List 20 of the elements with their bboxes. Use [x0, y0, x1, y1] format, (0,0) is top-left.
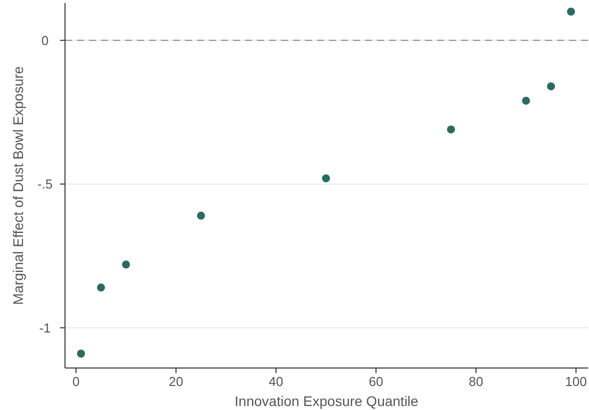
x-tick-label: 0 [72, 374, 80, 389]
point [197, 212, 205, 220]
x-tick-label: 40 [268, 374, 284, 389]
point [447, 125, 455, 134]
point [567, 8, 575, 16]
y-tick-label: 0 [41, 32, 49, 48]
point [97, 284, 105, 292]
point [547, 82, 555, 90]
x-tick-label: 20 [168, 374, 184, 389]
y-axis-title: Marginal Effect of Dust Bowl Exposure [10, 66, 26, 305]
x-tick-label: 100 [565, 374, 587, 389]
x-axis-title: Innovation Exposure Quantile [234, 393, 419, 409]
point [77, 350, 85, 358]
point [122, 260, 130, 269]
y-tick-label: -.5 [37, 176, 53, 192]
x-tick-label: 80 [468, 374, 484, 389]
y-tick-label: -1 [39, 320, 51, 336]
x-tick-label: 60 [368, 374, 384, 389]
point [522, 96, 530, 105]
point [322, 174, 330, 182]
